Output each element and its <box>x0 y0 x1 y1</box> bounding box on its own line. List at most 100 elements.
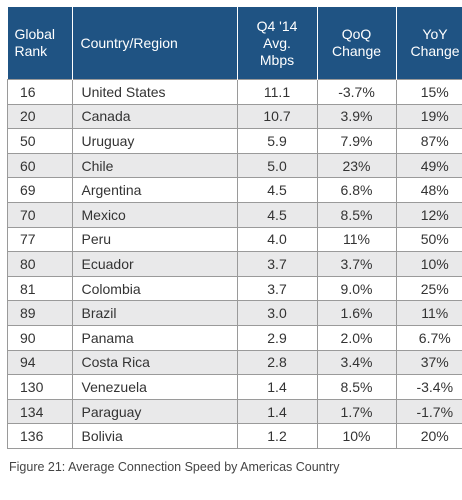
cell-qoq-change: 23% <box>316 152 397 179</box>
cell-yoy-change: 6.7% <box>395 324 462 351</box>
cell-country: Bolivia <box>71 423 238 449</box>
cell-country: Chile <box>71 152 238 179</box>
header-avg-mbps: Q4 '14 Avg. Mbps <box>236 7 317 80</box>
cell-global-rank: 89 <box>7 300 73 326</box>
table-header-row: Global Rank Country/Region Q4 '14 Avg. M… <box>7 7 462 80</box>
cell-qoq-change: 1.6% <box>316 300 397 326</box>
connection-speed-table: Global Rank Country/Region Q4 '14 Avg. M… <box>7 7 462 449</box>
cell-yoy-change: 37% <box>395 349 462 376</box>
header-line: Rank <box>14 43 48 59</box>
cell-avg-mbps: 2.8 <box>236 349 318 376</box>
cell-qoq-change: 1.7% <box>316 398 397 425</box>
cell-qoq-change: 8.5% <box>316 374 397 400</box>
cell-avg-mbps: 1.4 <box>236 374 318 400</box>
cell-global-rank: 16 <box>7 79 73 105</box>
cell-avg-mbps: 2.9 <box>236 324 318 351</box>
header-line: Global <box>14 26 55 42</box>
header-line: YoY <box>422 26 448 42</box>
cell-global-rank: 70 <box>7 201 73 228</box>
header-line: Avg. <box>263 34 291 51</box>
cell-country: Venezuela <box>71 374 238 400</box>
cell-global-rank: 94 <box>7 349 73 376</box>
cell-yoy-change: -1.7% <box>395 398 462 425</box>
header-line: Q4 '14 <box>256 17 298 34</box>
cell-global-rank: 136 <box>7 423 73 449</box>
cell-country: Costa Rica <box>71 349 238 376</box>
cell-country: Uruguay <box>71 128 238 154</box>
cell-avg-mbps: 4.5 <box>236 177 318 203</box>
table-row: 50 Uruguay 5.9 7.9% 87% <box>7 128 462 154</box>
cell-yoy-change: 25% <box>395 275 462 302</box>
table-body: 16 United States 11.1 -3.7% 15% 20 Canada 10.7 3… <box>7 79 462 449</box>
cell-yoy-change: 15% <box>395 79 462 105</box>
cell-avg-mbps: 5.0 <box>236 152 318 179</box>
cell-avg-mbps: 4.5 <box>236 201 318 228</box>
cell-yoy-change: 48% <box>395 177 462 203</box>
cell-global-rank: 90 <box>7 324 73 351</box>
header-yoy-change: YoY Change <box>395 7 462 80</box>
table-row: 70 Mexico 4.5 8.5% 12% <box>7 201 462 228</box>
cell-qoq-change: 11% <box>316 226 397 253</box>
header-global-rank: Global Rank <box>7 7 72 80</box>
cell-avg-mbps: 3.7 <box>236 251 318 277</box>
cell-yoy-change: -3.4% <box>395 374 462 400</box>
cell-global-rank: 77 <box>7 226 73 253</box>
cell-qoq-change: 3.7% <box>316 251 397 277</box>
table-row: 20 Canada 10.7 3.9% 19% <box>7 103 462 130</box>
cell-avg-mbps: 3.0 <box>236 300 318 326</box>
cell-country: Brazil <box>71 300 238 326</box>
table-row: 94 Costa Rica 2.8 3.4% 37% <box>7 349 462 376</box>
table-row: 136 Bolivia 1.2 10% 20% <box>7 423 462 449</box>
cell-yoy-change: 12% <box>395 201 462 228</box>
table-row: 16 United States 11.1 -3.7% 15% <box>7 79 462 105</box>
header-line: Change <box>331 43 382 59</box>
cell-qoq-change: 3.9% <box>316 103 397 130</box>
table-row: 130 Venezuela 1.4 8.5% -3.4% <box>7 374 462 400</box>
cell-qoq-change: 8.5% <box>316 201 397 228</box>
cell-qoq-change: 7.9% <box>316 128 397 154</box>
table-row: 77 Peru 4.0 11% 50% <box>7 226 462 253</box>
cell-qoq-change: 9.0% <box>316 275 397 302</box>
cell-qoq-change: 3.4% <box>316 349 397 376</box>
cell-yoy-change: 49% <box>395 152 462 179</box>
cell-country: Canada <box>71 103 238 130</box>
cell-avg-mbps: 1.2 <box>236 423 318 449</box>
cell-qoq-change: -3.7% <box>316 79 397 105</box>
cell-qoq-change: 6.8% <box>316 177 397 203</box>
table-row: 89 Brazil 3.0 1.6% 11% <box>7 300 462 326</box>
cell-yoy-change: 10% <box>395 251 462 277</box>
cell-global-rank: 60 <box>7 152 73 179</box>
cell-avg-mbps: 10.7 <box>236 103 318 130</box>
cell-country: Paraguay <box>71 398 238 425</box>
cell-country: Argentina <box>71 177 238 203</box>
table-row: 90 Panama 2.9 2.0% 6.7% <box>7 324 462 351</box>
cell-avg-mbps: 11.1 <box>236 79 318 105</box>
cell-country: Colombia <box>71 275 238 302</box>
cell-global-rank: 130 <box>7 374 73 400</box>
cell-country: Ecuador <box>71 251 238 277</box>
cell-avg-mbps: 5.9 <box>236 128 318 154</box>
header-line: QoQ <box>341 26 372 42</box>
table-row: 81 Colombia 3.7 9.0% 25% <box>7 275 462 302</box>
cell-global-rank: 50 <box>7 128 73 154</box>
cell-global-rank: 20 <box>7 103 73 130</box>
cell-avg-mbps: 1.4 <box>236 398 318 425</box>
header-line: Mbps <box>259 51 295 68</box>
header-qoq-change: QoQ Change <box>316 7 396 80</box>
cell-avg-mbps: 4.0 <box>236 226 318 253</box>
cell-global-rank: 69 <box>7 177 73 203</box>
cell-global-rank: 80 <box>7 251 73 277</box>
table-row: 69 Argentina 4.5 6.8% 48% <box>7 177 462 203</box>
table-row: 60 Chile 5.0 23% 49% <box>7 152 462 179</box>
cell-qoq-change: 2.0% <box>316 324 397 351</box>
cell-avg-mbps: 3.7 <box>236 275 318 302</box>
cell-yoy-change: 87% <box>395 128 462 154</box>
cell-yoy-change: 19% <box>395 103 462 130</box>
table-row: 134 Paraguay 1.4 1.7% -1.7% <box>7 398 462 425</box>
cell-yoy-change: 20% <box>395 423 462 449</box>
table-row: 80 Ecuador 3.7 3.7% 10% <box>7 251 462 277</box>
header-line: Change <box>410 43 460 59</box>
cell-yoy-change: 50% <box>395 226 462 253</box>
figure: Global Rank Country/Region Q4 '14 Avg. M… <box>7 7 462 474</box>
cell-global-rank: 134 <box>7 398 73 425</box>
